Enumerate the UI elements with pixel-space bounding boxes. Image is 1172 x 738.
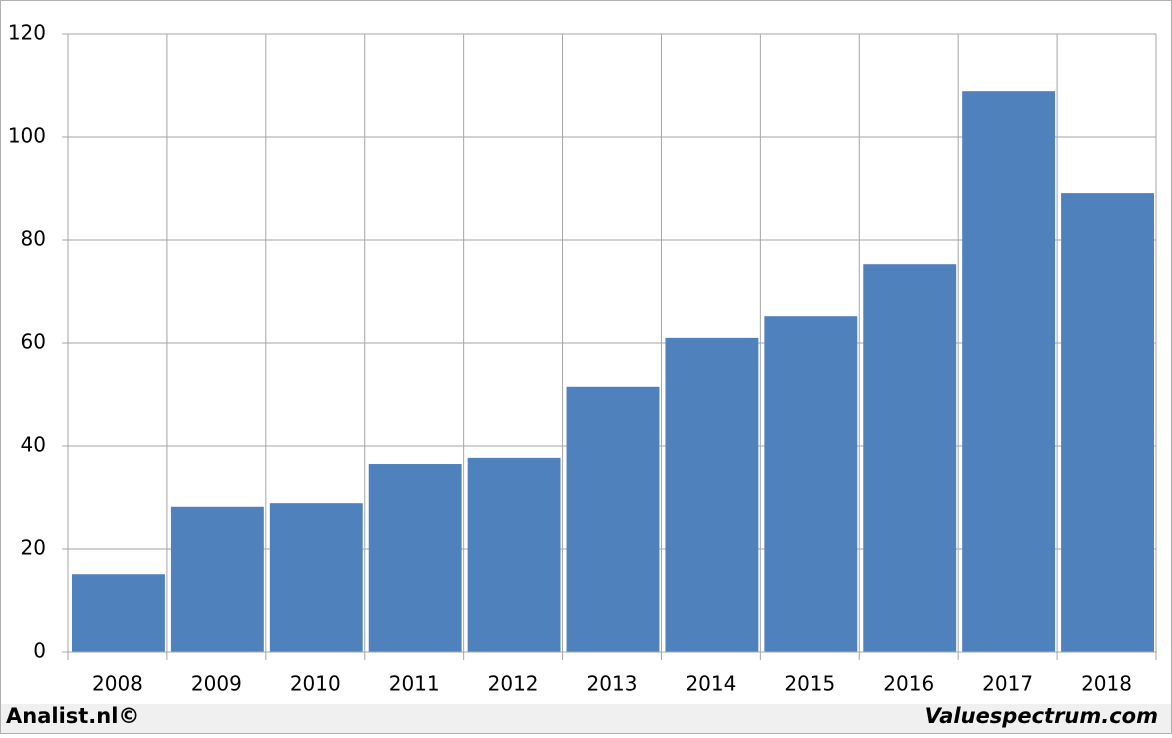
x-tick-label: 2011 [389,672,440,696]
x-tick-label: 2013 [587,672,638,696]
x-tick-label: 2012 [488,672,539,696]
y-tick-label: 40 [21,433,46,457]
bar [467,457,561,652]
x-tick-label: 2014 [685,672,736,696]
bar [764,316,858,652]
x-tick-label: 2018 [1081,672,1132,696]
bar [368,464,462,652]
x-tick-label: 2008 [92,672,143,696]
footer-right: Valuespectrum.com [925,704,1158,728]
bar [170,506,264,652]
bar [72,574,165,652]
x-tick-label: 2009 [191,672,242,696]
bar [665,337,759,652]
bar [269,503,363,652]
y-tick-label: 80 [21,227,46,251]
y-tick-label: 120 [8,21,46,45]
bar [1061,193,1154,652]
bar [962,91,1056,653]
y-tick-label: 100 [8,124,46,148]
bar [863,264,957,652]
y-tick-label: 0 [33,639,46,663]
bar [566,386,660,652]
footer-left: Analist.nl© [6,704,139,728]
footer-band [1,704,1171,733]
x-tick-label: 2010 [290,672,341,696]
x-tick-label: 2017 [982,672,1033,696]
y-tick-label: 20 [21,536,46,560]
x-tick-label: 2015 [784,672,835,696]
x-tick-label: 2016 [883,672,934,696]
y-tick-label: 60 [21,330,46,354]
